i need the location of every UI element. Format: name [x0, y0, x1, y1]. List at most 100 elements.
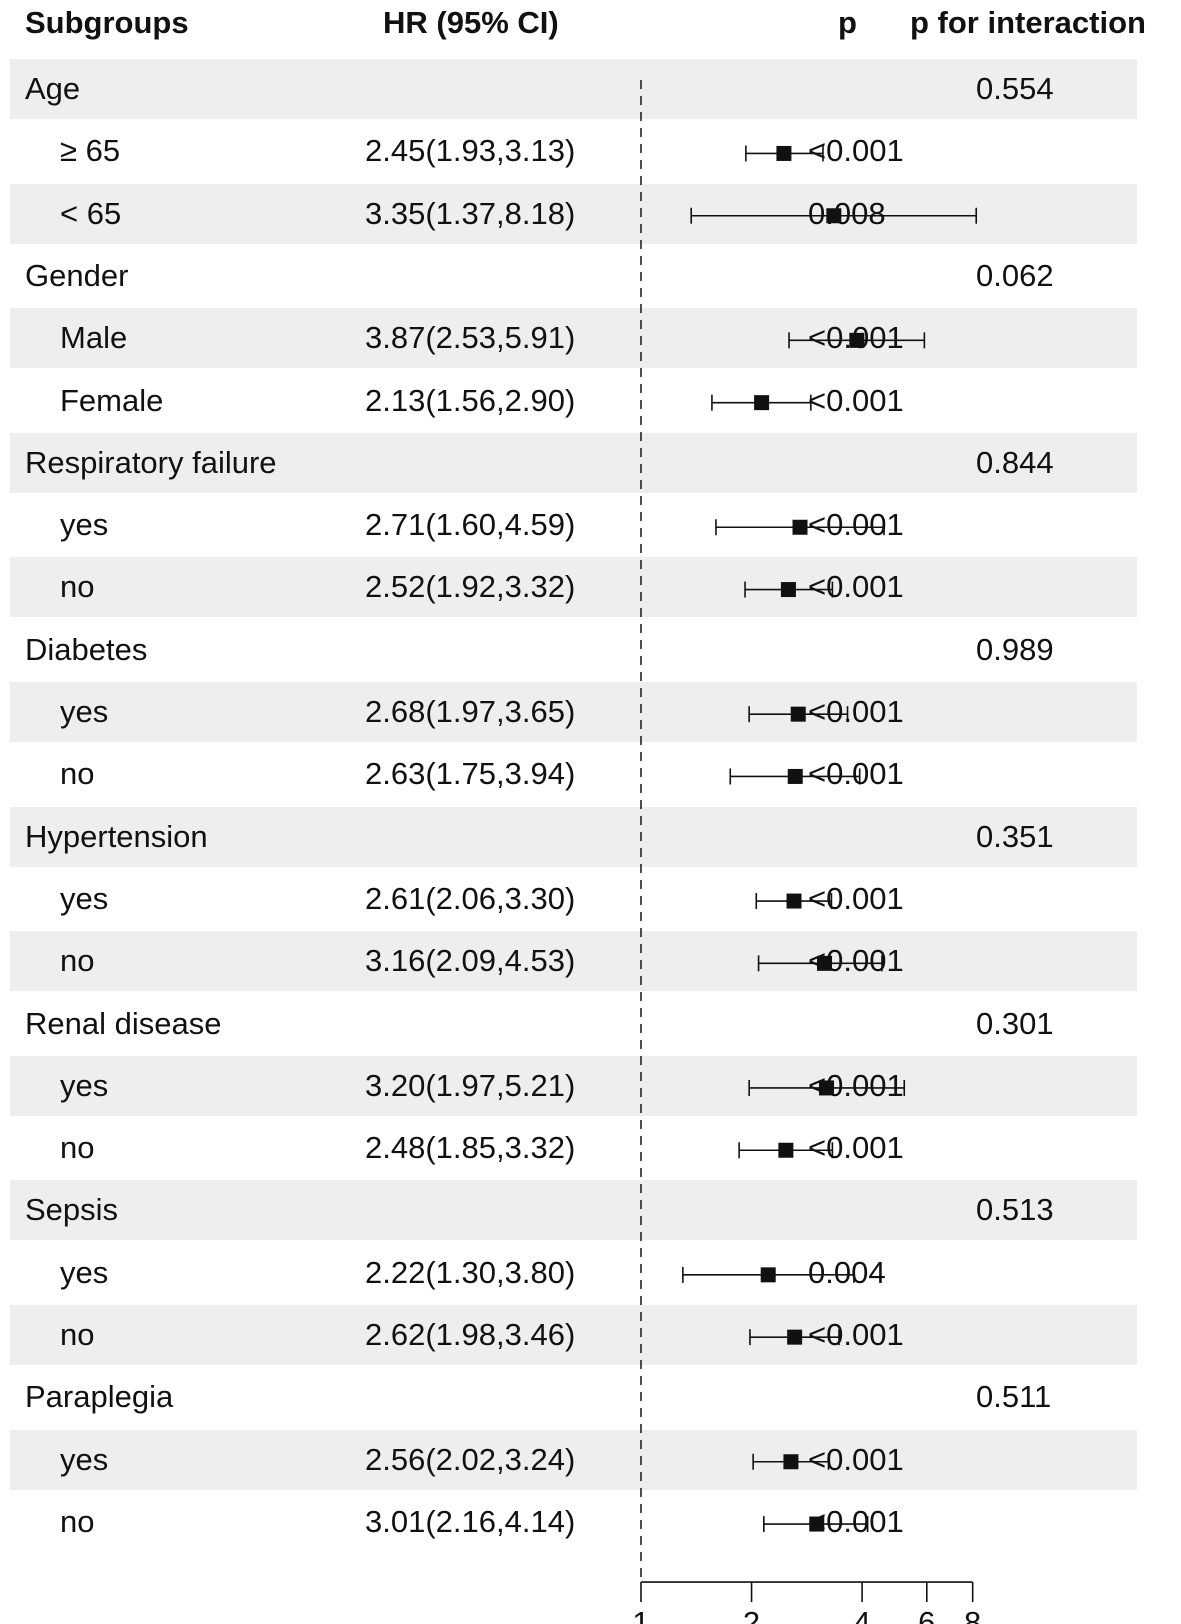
- subgroup-row: yes 2.56(2.02,3.24) <0.001: [0, 1429, 1181, 1491]
- subgroup-label: no: [60, 1503, 95, 1539]
- p-value: <0.001: [808, 1130, 904, 1166]
- row-band: [10, 682, 1137, 742]
- hr-point: [826, 208, 842, 224]
- p-value: 0.008: [808, 195, 886, 231]
- hr-ci-text: 2.68(1.97,3.65): [365, 694, 576, 729]
- row-band: [10, 1429, 1137, 1490]
- subgroup-row: ≥ 65 2.45(1.93,3.13) <0.001: [0, 120, 1181, 182]
- row-band: [10, 931, 1137, 992]
- subgroup-row: yes 2.61(2.06,3.30) <0.001: [0, 868, 1181, 930]
- p-interaction-value: 0.554: [976, 71, 1054, 106]
- p-value: <0.001: [808, 694, 904, 729]
- row-band: [10, 1305, 1137, 1365]
- hr-ci-text: 2.48(1.85,3.32): [365, 1130, 576, 1166]
- x-tick-label: 6: [918, 1605, 935, 1624]
- ci-mark: [788, 332, 926, 349]
- hr-ci-text: 2.13(1.56,2.90): [365, 382, 576, 418]
- subgroup-label: yes: [60, 1067, 109, 1103]
- p-value: <0.001: [808, 382, 904, 418]
- subgroup-label: yes: [60, 507, 109, 543]
- p-value: 0.004: [808, 1254, 886, 1290]
- subgroup-row: Female 2.13(1.56,2.90) <0.001: [0, 370, 1181, 432]
- subgroup-label: no: [60, 1317, 95, 1352]
- ci-mark: [748, 1079, 906, 1096]
- subgroup-row: no 2.62(1.98,3.46) <0.001: [0, 1304, 1181, 1366]
- row-band: [10, 432, 1137, 493]
- subgroup-row: no 3.16(2.09,4.53) <0.001: [0, 930, 1181, 992]
- hr-point: [778, 1142, 794, 1158]
- subgroup-row: no 2.63(1.75,3.94) <0.001: [0, 743, 1181, 805]
- subgroup-label: yes: [60, 1441, 109, 1477]
- subgroup-label: Female: [60, 382, 164, 418]
- row-band: [10, 308, 1137, 369]
- group-label: Gender: [25, 257, 129, 293]
- p-value: <0.001: [808, 756, 904, 792]
- subgroup-row: no 2.48(1.85,3.32) <0.001: [0, 1117, 1181, 1179]
- hr-point: [819, 1080, 835, 1096]
- hr-point: [787, 768, 803, 784]
- ci-mark: [752, 1453, 830, 1470]
- row-band: [10, 557, 1137, 618]
- row-band: [10, 806, 1137, 867]
- group-row: Age 0.554: [0, 58, 1181, 120]
- subgroup-label: no: [60, 943, 95, 979]
- subgroup-row: yes 2.71(1.60,4.59) <0.001: [0, 494, 1181, 556]
- subgroup-label: no: [60, 1130, 95, 1166]
- header-hr: HR (95% CI): [383, 5, 559, 40]
- p-interaction-value: 0.513: [976, 1192, 1054, 1228]
- header-p: p: [838, 5, 857, 40]
- subgroup-label: no: [60, 756, 95, 792]
- hr-point: [760, 1267, 776, 1283]
- p-value: <0.001: [808, 880, 904, 916]
- p-value: <0.001: [808, 133, 904, 169]
- hr-ci-text: 2.63(1.75,3.94): [365, 756, 576, 792]
- subgroup-row: no 2.52(1.92,3.32) <0.001: [0, 556, 1181, 618]
- subgroup-row: yes 2.22(1.30,3.80) 0.004: [0, 1242, 1181, 1304]
- ci-mark: [729, 768, 861, 785]
- ci-mark: [745, 145, 824, 162]
- hr-point: [786, 893, 802, 909]
- group-label: Respiratory failure: [25, 444, 277, 480]
- ci-mark: [715, 519, 885, 536]
- hr-ci-text: 3.87(2.53,5.91): [365, 320, 576, 356]
- hr-ci-text: 2.52(1.92,3.32): [365, 569, 576, 605]
- subgroup-label: yes: [60, 1254, 109, 1290]
- row-band: [10, 1180, 1137, 1241]
- hr-point: [754, 395, 770, 411]
- ci-mark: [682, 1266, 855, 1283]
- p-interaction-value: 0.511: [976, 1379, 1052, 1415]
- subgroup-label: no: [60, 569, 95, 605]
- p-value: <0.001: [808, 569, 904, 605]
- group-row: Sepsis 0.513: [0, 1179, 1181, 1241]
- hr-ci-text: 2.61(2.06,3.30): [365, 880, 576, 916]
- group-label: Renal disease: [25, 1005, 222, 1041]
- subgroup-label: yes: [60, 694, 109, 729]
- x-tick-label: 1: [632, 1605, 649, 1624]
- hr-point: [780, 582, 796, 598]
- hr-ci-text: 3.35(1.37,8.18): [365, 195, 576, 231]
- hr-point: [790, 706, 806, 722]
- x-tick-label: 4: [853, 1605, 870, 1624]
- p-interaction-value: 0.301: [976, 1005, 1054, 1041]
- subgroup-row: no 3.01(2.16,4.14) <0.001: [0, 1491, 1181, 1553]
- p-interaction-value: 0.351: [976, 818, 1054, 854]
- subgroup-label: Male: [60, 320, 128, 356]
- ci-mark: [711, 394, 812, 411]
- header-p-interaction: p for interaction: [910, 5, 1146, 40]
- ci-mark: [749, 1329, 840, 1346]
- p-value: <0.001: [808, 1441, 904, 1477]
- p-value: <0.001: [808, 1317, 904, 1352]
- row-band: [10, 1055, 1137, 1116]
- subgroup-label: yes: [60, 880, 109, 916]
- group-row: Paraplegia 0.511: [0, 1366, 1181, 1428]
- hr-ci-text: 3.20(1.97,5.21): [365, 1067, 576, 1103]
- hr-point: [849, 332, 865, 348]
- group-label: Age: [25, 71, 81, 106]
- group-label: Hypertension: [25, 818, 208, 854]
- hr-point: [776, 145, 792, 161]
- p-interaction-value: 0.844: [976, 444, 1054, 480]
- hr-ci-text: 2.22(1.30,3.80): [365, 1254, 576, 1290]
- group-row: Gender 0.062: [0, 245, 1181, 307]
